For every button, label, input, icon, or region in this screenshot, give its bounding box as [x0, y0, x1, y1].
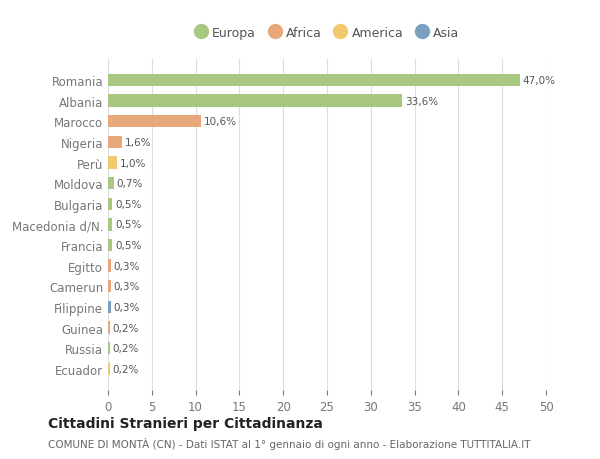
Text: 47,0%: 47,0%: [523, 76, 556, 86]
Text: 0,5%: 0,5%: [115, 199, 142, 209]
Bar: [108, 136, 122, 149]
Bar: [108, 116, 201, 128]
Bar: [108, 301, 110, 313]
Bar: [108, 280, 110, 293]
Bar: [108, 239, 112, 252]
Text: 0,3%: 0,3%: [113, 282, 140, 291]
Text: 0,2%: 0,2%: [112, 343, 139, 353]
Bar: [108, 219, 112, 231]
Text: 33,6%: 33,6%: [405, 96, 438, 106]
Legend: Europa, Africa, America, Asia: Europa, Africa, America, Asia: [191, 23, 463, 44]
Bar: [108, 95, 403, 107]
Text: 1,0%: 1,0%: [119, 158, 146, 168]
Text: 0,2%: 0,2%: [112, 323, 139, 333]
Bar: [108, 342, 110, 354]
Bar: [108, 157, 117, 169]
Text: 0,5%: 0,5%: [115, 220, 142, 230]
Text: Cittadini Stranieri per Cittadinanza: Cittadini Stranieri per Cittadinanza: [48, 416, 323, 430]
Text: 1,6%: 1,6%: [125, 138, 151, 148]
Bar: [108, 260, 110, 272]
Text: 10,6%: 10,6%: [203, 117, 236, 127]
Bar: [108, 75, 520, 87]
Bar: [108, 363, 110, 375]
Bar: [108, 322, 110, 334]
Text: 0,3%: 0,3%: [113, 261, 140, 271]
Text: 0,2%: 0,2%: [112, 364, 139, 374]
Text: 0,5%: 0,5%: [115, 241, 142, 251]
Text: COMUNE DI MONTÀ (CN) - Dati ISTAT al 1° gennaio di ogni anno - Elaborazione TUTT: COMUNE DI MONTÀ (CN) - Dati ISTAT al 1° …: [48, 437, 530, 449]
Text: 0,3%: 0,3%: [113, 302, 140, 312]
Text: 0,7%: 0,7%: [117, 179, 143, 189]
Bar: [108, 198, 112, 211]
Bar: [108, 178, 114, 190]
